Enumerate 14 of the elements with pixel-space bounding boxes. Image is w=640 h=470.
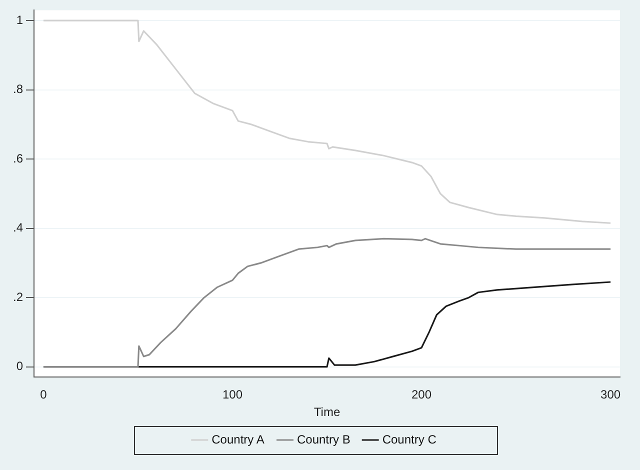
y-tick-label: .4 [12,220,24,235]
legend-label: Country A [212,432,264,446]
legend-label: Country C [382,432,437,446]
y-tick-label: .2 [12,290,24,304]
y-tick-label: .6 [12,151,24,166]
y-tick-label: .8 [12,82,24,96]
y-tick-label: 1 [16,12,24,27]
x-tick-label: 200 [412,388,432,402]
y-tick-label: 0 [16,359,24,374]
legend-label: Country B [296,432,350,446]
x-tick-label: 100 [222,388,243,402]
x-tick-label: 0 [40,388,48,402]
x-axis-title: Time [314,405,340,420]
x-tick-label: 300 [600,388,621,402]
